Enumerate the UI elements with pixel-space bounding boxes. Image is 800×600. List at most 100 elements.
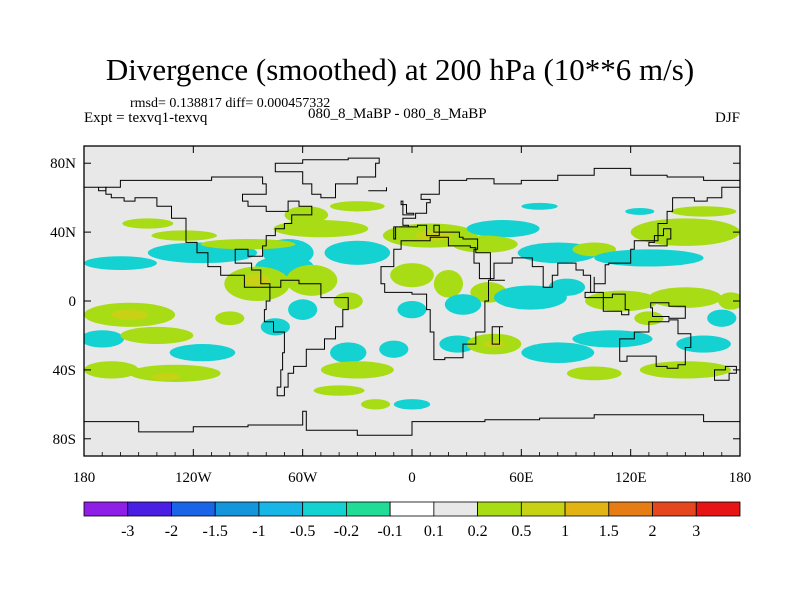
y-tick-label-1: 40N — [50, 225, 76, 241]
field-patch-30 — [548, 278, 586, 296]
colorbar-box-13 — [652, 501, 697, 517]
colorbar-box-9 — [477, 501, 522, 517]
colorbar-label-7: 0.1 — [424, 523, 444, 540]
colorbar-label-13: 3 — [692, 523, 700, 540]
colorbar-box-12 — [608, 501, 653, 517]
season-label: DJF — [714, 110, 740, 126]
field-patch-51 — [439, 335, 476, 353]
map-axes: 180 120W 60W 0 60E 120E 180 80N 40N 0 40S 80S — [50, 146, 751, 486]
colorbar-box-10 — [520, 501, 566, 517]
field-patch-6 — [273, 220, 369, 238]
field-patch-45 — [151, 373, 181, 381]
colorbar-label-3: -1 — [252, 523, 265, 540]
field-patch-18 — [572, 242, 617, 257]
field-patch-21 — [670, 206, 737, 217]
coastline-11 — [368, 187, 387, 192]
field-patch-12 — [200, 239, 296, 250]
colorbar-label-5: -0.2 — [334, 523, 359, 540]
colorbar-label-11: 1.5 — [599, 523, 619, 540]
field-patch-8 — [324, 240, 391, 265]
field-patch-59 — [639, 361, 731, 379]
colorbar-label-2: -1.5 — [203, 523, 228, 540]
field-patch-46 — [84, 361, 139, 379]
field-patch-0 — [84, 256, 157, 270]
field-patch-16 — [452, 235, 518, 253]
field-patch-2 — [151, 230, 218, 241]
colorbar-label-9: 0.5 — [511, 523, 531, 540]
colorbar-box-7 — [389, 501, 435, 517]
coastline-9 — [648, 228, 672, 247]
field-patch-41 — [215, 311, 245, 326]
field-patch-15 — [466, 220, 540, 238]
colorbar-label-6: -0.1 — [377, 523, 402, 540]
field-patch-11 — [286, 264, 338, 296]
y-tick-label-4: 80S — [53, 432, 76, 448]
field-patch-55 — [572, 330, 653, 348]
field-patch-54 — [521, 342, 595, 363]
field-patch-35 — [397, 301, 427, 319]
x-tick-label-2: 60W — [288, 470, 318, 486]
colorbar-box-14 — [695, 501, 741, 517]
coastlines — [84, 157, 740, 456]
coastline-5 — [274, 157, 380, 199]
field-patch-28 — [444, 294, 482, 315]
coastline-14 — [84, 180, 107, 192]
coastline-4 — [619, 319, 692, 369]
colorbar-box-1 — [127, 501, 172, 517]
field-patch-60 — [566, 366, 622, 381]
field-patch-22 — [330, 201, 385, 212]
colorbar-box-11 — [564, 501, 610, 517]
field-patch-10 — [244, 273, 270, 288]
coastline-6 — [584, 291, 630, 316]
field-patch-48 — [379, 340, 409, 358]
x-tick-label-0: 180 — [73, 470, 96, 486]
colorbar-label-0: -3 — [121, 523, 134, 540]
field-patch-61 — [393, 399, 431, 410]
field-patch-62 — [360, 399, 391, 410]
field-patch-39 — [120, 326, 194, 345]
x-tick-label-4: 60E — [509, 470, 533, 486]
colorbar-box-6 — [345, 501, 391, 517]
coastline-3 — [393, 167, 740, 293]
colorbar-box-5 — [302, 501, 347, 517]
field-patch-49 — [320, 361, 394, 379]
colorbar-label-1: -2 — [165, 523, 178, 540]
field-patch-57 — [676, 335, 731, 353]
colorbar-label-12: 2 — [649, 523, 657, 540]
coastline-12 — [714, 365, 737, 381]
field-patch-42 — [260, 318, 290, 336]
coastline-13 — [84, 410, 740, 456]
field-patch-29 — [494, 285, 567, 310]
y-tick-label-3: 40S — [53, 363, 76, 379]
colorbar-label-10: 1 — [561, 523, 569, 540]
case-label: 080_8_MaBP - 080_8_MaBP — [308, 106, 487, 122]
coastline-7 — [650, 302, 686, 319]
coastline-0 — [105, 176, 313, 288]
field-patch-3 — [122, 218, 174, 229]
field-patch-37 — [111, 309, 148, 320]
x-tick-label-3: 0 — [408, 470, 416, 486]
colorbar-box-2 — [171, 501, 216, 517]
colorbar-label-8: 0.2 — [468, 523, 488, 540]
stats-line: rmsd= 0.138817 diff= 0.000457332 — [130, 96, 331, 111]
chart-title: Divergence (smoothed) at 200 hPa (10**6 … — [105, 52, 695, 87]
experiment-label: Expt = texvq1-texvq — [84, 110, 208, 126]
x-tick-label-5: 120E — [615, 470, 647, 486]
field-patch-19 — [630, 218, 740, 246]
field-patch-43 — [288, 299, 318, 320]
field-patch-32 — [648, 287, 722, 308]
x-tick-label-1: 120W — [175, 470, 213, 486]
field-patch-40 — [169, 344, 236, 362]
field-patch-33 — [718, 292, 740, 310]
colorbar-box-8 — [433, 501, 478, 517]
field-patch-25 — [390, 263, 434, 288]
y-tick-label-2: 0 — [69, 294, 77, 310]
field-patch-58 — [707, 309, 737, 327]
coastline-10 — [400, 200, 415, 216]
colorbar-label-4: -0.5 — [290, 523, 315, 540]
x-tick-label-6: 180 — [729, 470, 752, 486]
field-patch-20 — [594, 249, 704, 267]
colorbar-box-0 — [83, 501, 129, 517]
field-patch-26 — [433, 270, 464, 298]
